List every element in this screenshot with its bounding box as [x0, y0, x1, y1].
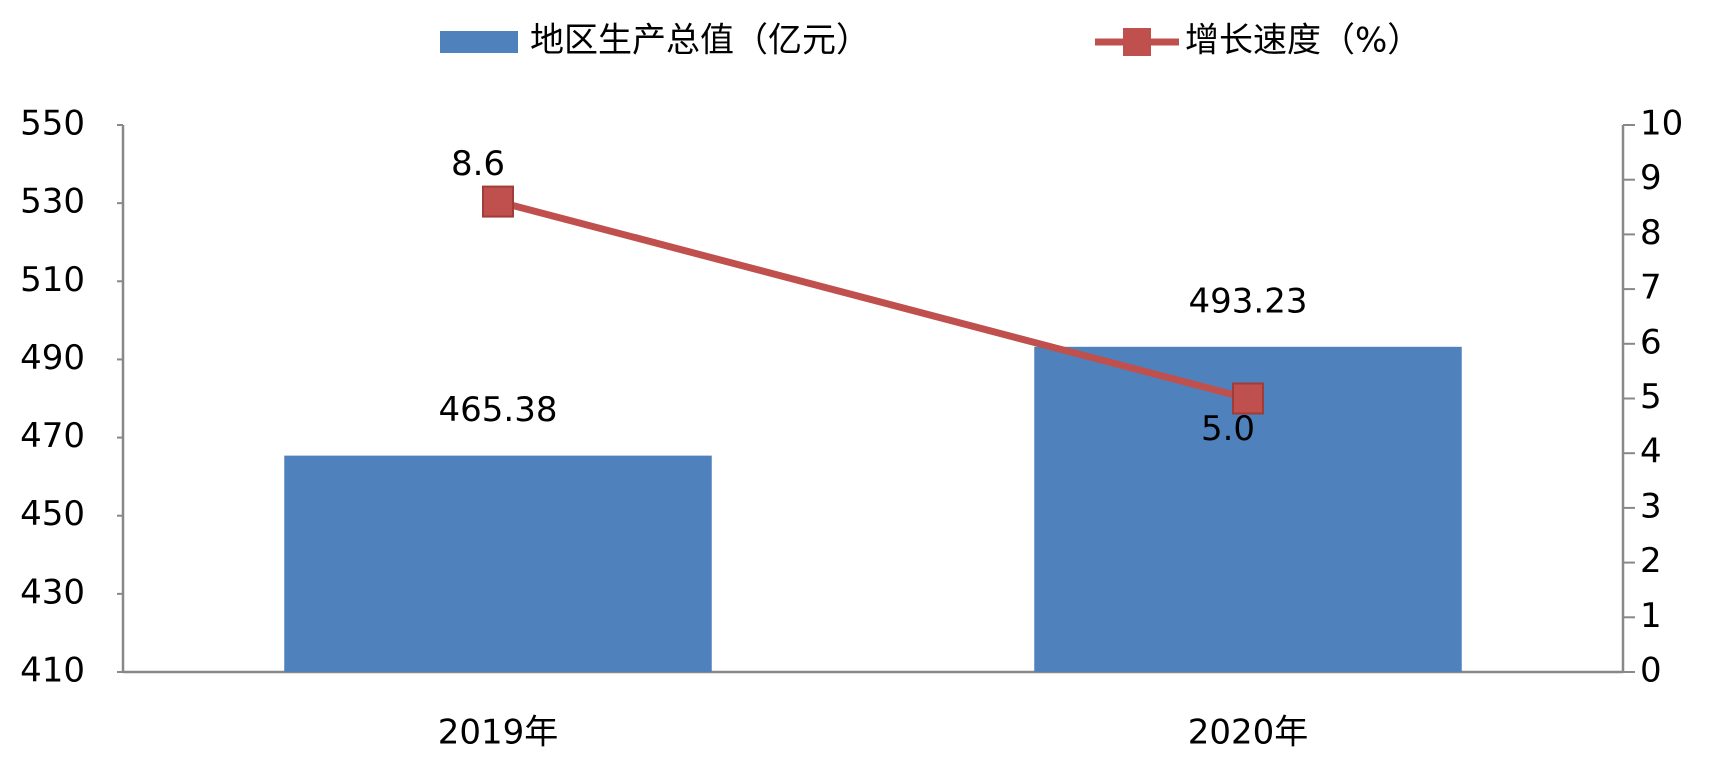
- y2-tick-label: 10: [1640, 104, 1683, 144]
- data-label: 493.23: [1189, 281, 1308, 321]
- y2-tick-label: 9: [1640, 158, 1662, 198]
- x-tick-label: 2020年: [1188, 713, 1309, 753]
- y-tick-label: 510: [20, 260, 85, 300]
- y-tick-label: 530: [20, 182, 85, 222]
- data-label: 465.38: [439, 390, 558, 430]
- y2-tick-label: 0: [1640, 651, 1662, 691]
- bar: [284, 455, 712, 672]
- legend-label: 增长速度（%）: [1185, 21, 1421, 61]
- line-marker: [1232, 382, 1264, 415]
- y2-tick-label: 1: [1640, 596, 1662, 636]
- data-label: 5.0: [1201, 409, 1255, 449]
- y2-tick-label: 2: [1640, 541, 1662, 581]
- line-marker: [482, 185, 514, 218]
- y2-tick-label: 5: [1640, 377, 1662, 417]
- y2-tick-label: 8: [1640, 213, 1662, 253]
- y-tick-label: 490: [20, 338, 85, 378]
- legend-swatch: [1123, 28, 1151, 56]
- y2-tick-label: 7: [1640, 268, 1662, 308]
- y2-tick-label: 3: [1640, 486, 1662, 526]
- y-tick-label: 550: [20, 104, 85, 144]
- x-tick-label: 2019年: [438, 713, 559, 753]
- data-label: 8.6: [451, 144, 505, 184]
- legend-label: 地区生产总值（亿元）: [530, 21, 870, 61]
- y-tick-label: 430: [20, 572, 85, 612]
- y-tick-label: 410: [20, 651, 85, 691]
- y-tick-label: 470: [20, 416, 85, 456]
- y-tick-label: 450: [20, 494, 85, 534]
- y2-tick-label: 6: [1640, 322, 1662, 362]
- line: [497, 198, 1249, 402]
- legend-swatch: [440, 31, 518, 53]
- y2-tick-label: 4: [1640, 432, 1662, 472]
